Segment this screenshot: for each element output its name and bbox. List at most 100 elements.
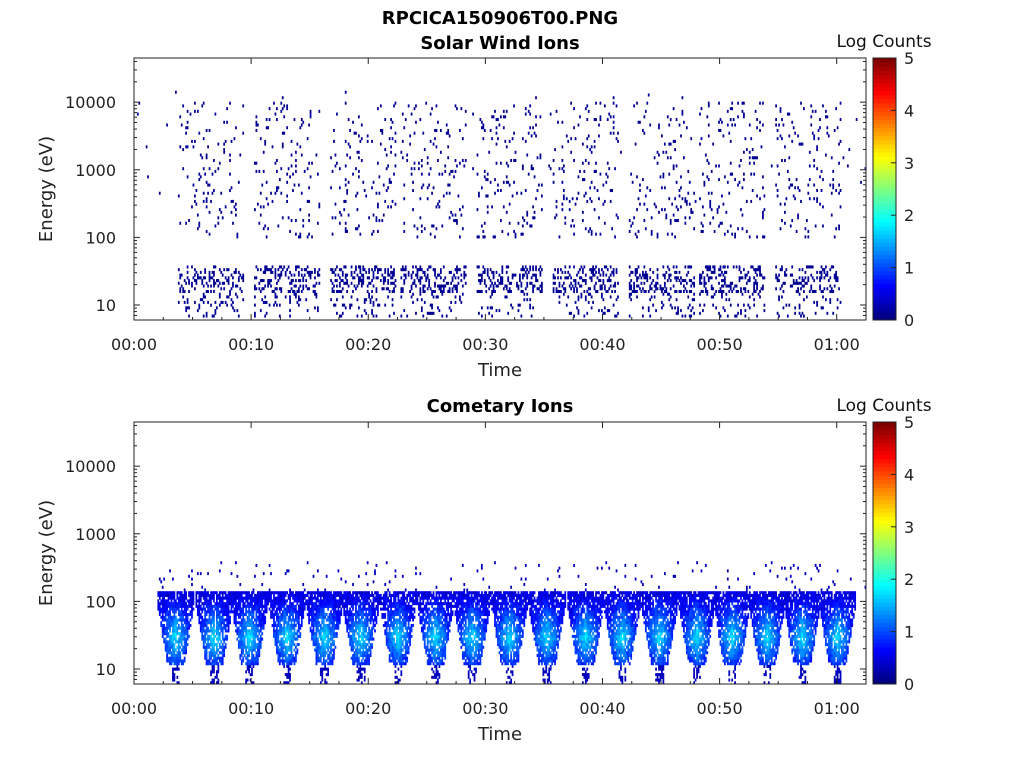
heatmap-cell (297, 183, 300, 187)
heatmap-cell (199, 591, 202, 595)
heatmap-cell (296, 643, 299, 647)
heatmap-cell (552, 273, 555, 277)
heatmap-cell (277, 623, 280, 627)
heatmap-cell (255, 653, 258, 658)
heatmap-cell (699, 303, 701, 307)
heatmap-cell (277, 604, 280, 608)
heatmap-cell (215, 651, 218, 655)
heatmap-cell (254, 632, 256, 636)
heatmap-cell (302, 604, 305, 608)
heatmap-cell (287, 648, 290, 652)
heatmap-cell (174, 599, 177, 603)
heatmap-cell (514, 232, 517, 236)
heatmap-cell (221, 281, 224, 285)
heatmap-cell (293, 273, 296, 277)
heatmap-cell (372, 270, 375, 274)
heatmap-cell (188, 281, 190, 285)
heatmap-cell (167, 604, 170, 608)
heatmap-cell (439, 276, 442, 280)
heatmap-cell (205, 180, 208, 184)
heatmap-cell (317, 643, 319, 647)
heatmap-cell (202, 637, 205, 641)
heatmap-cell (741, 276, 744, 280)
heatmap-cell (568, 284, 571, 288)
heatmap-cell (227, 596, 230, 600)
heatmap-cell (557, 268, 559, 272)
heatmap-cell (482, 126, 485, 130)
heatmap-cell (501, 279, 504, 283)
heatmap-cell (521, 167, 524, 171)
heatmap-cell (521, 137, 524, 141)
heatmap-cell (377, 270, 379, 274)
heatmap-cell (388, 180, 391, 184)
heatmap-cell (743, 101, 745, 105)
heatmap-cell (259, 213, 262, 217)
heatmap-cell (737, 311, 739, 315)
heatmap-cell (262, 205, 265, 209)
heatmap-cell (265, 268, 268, 272)
heatmap-cell (245, 656, 248, 660)
heatmap-cell (315, 634, 318, 638)
heatmap-cell (251, 640, 253, 644)
heatmap-cell (753, 287, 756, 291)
heatmap-cell (416, 227, 419, 231)
heatmap-cell (267, 279, 269, 283)
heatmap-cell (196, 227, 199, 231)
heatmap-cell (784, 273, 786, 277)
heatmap-cell (359, 276, 362, 280)
heatmap-cell (199, 623, 202, 627)
heatmap-cell (355, 194, 357, 198)
heatmap-cell (672, 213, 675, 217)
heatmap-cell (259, 645, 262, 649)
heatmap-cell (652, 279, 655, 283)
heatmap-cell (180, 629, 183, 633)
heatmap-cell (226, 607, 228, 611)
heatmap-cell (205, 613, 208, 617)
heatmap-cell (371, 311, 373, 315)
heatmap-cell (593, 273, 596, 277)
heatmap-cell (274, 599, 277, 603)
heatmap-cell (172, 667, 174, 671)
heatmap-cell (800, 199, 802, 203)
heatmap-cell (710, 276, 713, 280)
heatmap-cell (245, 599, 248, 603)
heatmap-cell (252, 621, 255, 625)
heatmap-cell (278, 273, 281, 277)
heatmap-cell (232, 610, 234, 614)
heatmap-cell (158, 610, 161, 614)
heatmap-cell (702, 224, 704, 228)
heatmap-cell (687, 169, 690, 173)
heatmap-cell (826, 273, 829, 277)
heatmap-cell (261, 613, 264, 617)
heatmap-cell (201, 634, 204, 638)
heatmap-cell (255, 645, 258, 649)
heatmap-cell (290, 281, 293, 285)
heatmap-cell (432, 224, 435, 228)
heatmap-cell (176, 618, 179, 622)
heatmap-cell (737, 227, 739, 231)
heatmap-cell (286, 107, 289, 111)
heatmap-cell (255, 623, 258, 627)
heatmap-cell (208, 167, 211, 171)
heatmap-cell (259, 629, 262, 633)
heatmap-cell (829, 183, 832, 187)
heatmap-cell (167, 602, 170, 606)
heatmap-cell (605, 180, 608, 184)
heatmap-cell (273, 634, 275, 638)
heatmap-cell (214, 265, 217, 269)
heatmap-cell (183, 604, 186, 608)
heatmap-cell (317, 626, 319, 630)
heatmap-cell (422, 314, 425, 318)
heatmap-cell (330, 156, 332, 160)
heatmap-cell (595, 101, 597, 105)
heatmap-cell (268, 303, 271, 307)
heatmap-cell (211, 629, 214, 633)
heatmap-cell (308, 273, 310, 277)
heatmap-cell (204, 268, 207, 272)
heatmap-cell (218, 632, 221, 636)
heatmap-cell (798, 268, 801, 272)
heatmap-cell (665, 289, 668, 294)
heatmap-cell (385, 189, 388, 193)
heatmap-cell (235, 599, 237, 603)
heatmap-cell (164, 593, 167, 597)
